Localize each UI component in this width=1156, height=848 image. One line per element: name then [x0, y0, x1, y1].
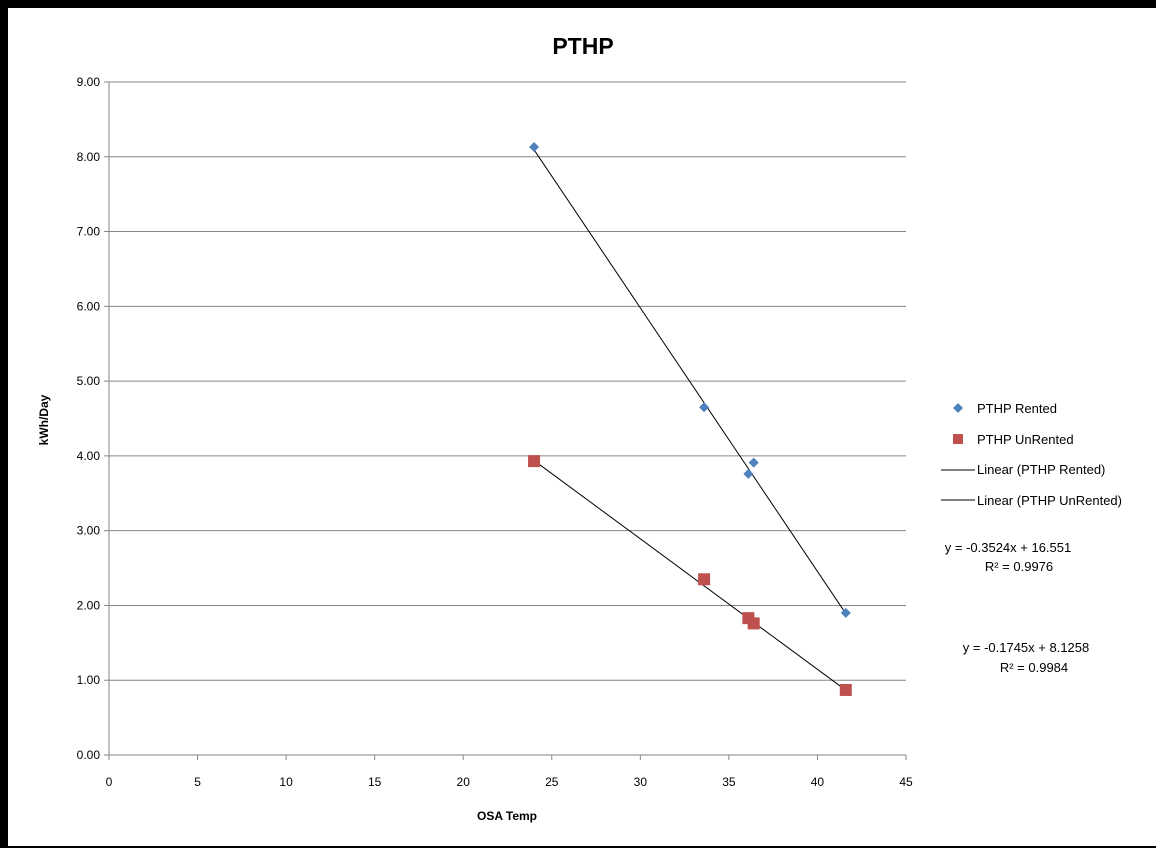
x-tick-label: 20: [457, 775, 471, 789]
data-point-rented: [840, 607, 851, 618]
legend: PTHP Rented PTHP UnRented Linear (PTHP R…: [941, 401, 1122, 508]
marker-layer: [528, 142, 852, 696]
y-tick-label: 6.00: [77, 299, 101, 313]
chart-title: PTHP: [552, 33, 613, 59]
data-point-unrented: [528, 455, 541, 468]
x-axis-label: OSA Temp: [477, 809, 537, 823]
trendline-unrented: [533, 460, 847, 691]
legend-marker-rented: [953, 403, 963, 413]
x-tick-label: 0: [106, 775, 113, 789]
trendline-equation-rented: y = -0.3524x + 16.551: [945, 540, 1071, 555]
x-tick-label: 15: [368, 775, 382, 789]
data-point-rented: [529, 142, 540, 153]
y-tick-label: 3.00: [77, 524, 101, 538]
x-tick-label: 30: [634, 775, 648, 789]
y-axis-label: kWh/Day: [37, 394, 51, 445]
y-tick-label: 9.00: [77, 75, 101, 89]
x-tick-label: 25: [545, 775, 559, 789]
data-point-rented: [748, 457, 759, 468]
legend-marker-unrented: [953, 434, 963, 444]
axis-layer: 0.00 1.00 2.00 3.00 4.00 5.00 6.00 7.00 8.00 9.00…: [77, 75, 913, 789]
y-tick-label: 0.00: [77, 748, 101, 762]
data-point-unrented: [839, 683, 852, 696]
y-tick-label: 8.00: [77, 150, 101, 164]
y-tick-label: 7.00: [77, 225, 101, 239]
data-point-unrented: [698, 573, 711, 586]
trendline-layer: [533, 149, 847, 691]
y-tick-label: 5.00: [77, 374, 101, 388]
x-tick-label: 35: [722, 775, 736, 789]
y-tick-label: 4.00: [77, 449, 101, 463]
data-point-rented: [699, 402, 710, 413]
y-tick-label: 2.00: [77, 598, 101, 612]
legend-label-trend-rented: Linear (PTHP Rented): [977, 462, 1105, 477]
data-point-unrented: [747, 617, 760, 630]
grid-layer: [109, 81, 906, 681]
legend-label-rented: PTHP Rented: [977, 401, 1057, 416]
x-tick-label: 5: [194, 775, 201, 789]
x-tick-label: 40: [811, 775, 825, 789]
legend-label-trend-unrented: Linear (PTHP UnRented): [977, 493, 1122, 508]
trendline-r2-unrented: R² = 0.9984: [1000, 660, 1068, 675]
chart-svg: PTHP 0.00 1.00 2.00 3.00 4.00 5.00 6.00 7.00 8.0…: [37, 33, 1122, 823]
x-tick-label: 10: [279, 775, 293, 789]
trendline-r2-rented: R² = 0.9976: [985, 559, 1053, 574]
chart-frame: PTHP 0.00 1.00 2.00 3.00 4.00 5.00 6.00 7.00 8.0…: [8, 8, 1156, 846]
y-tick-label: 1.00: [77, 673, 101, 687]
data-point-rented: [743, 468, 754, 479]
trendline-equation-unrented: y = -0.1745x + 8.1258: [963, 640, 1089, 655]
x-tick-label: 45: [899, 775, 913, 789]
trendline-rented: [533, 149, 847, 614]
legend-label-unrented: PTHP UnRented: [977, 432, 1074, 447]
